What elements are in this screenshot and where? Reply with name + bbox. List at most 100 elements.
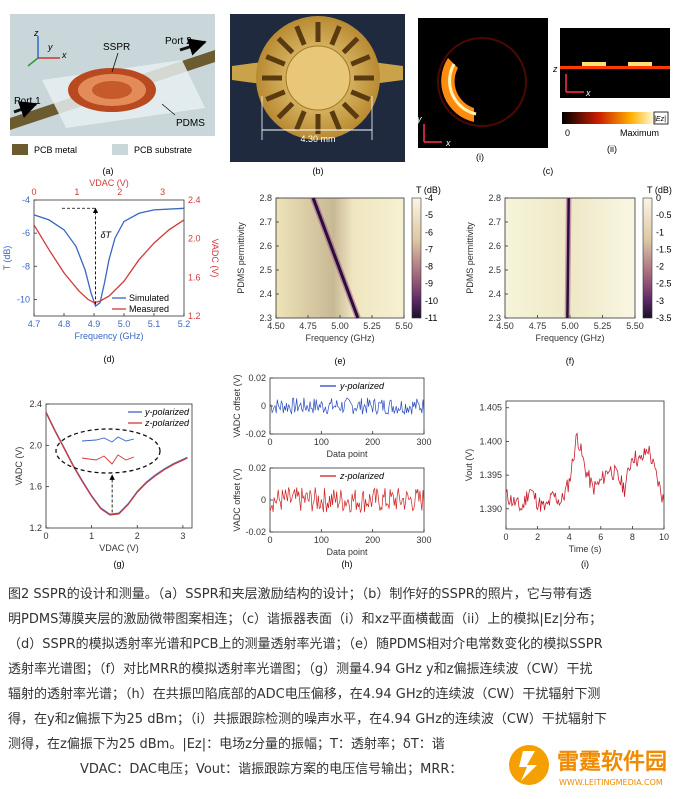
y-axis-label: T (dB) [2,246,12,271]
colorbar-title: T (dB) [647,185,672,195]
y-tick-label: 0.02 [248,373,266,383]
colorbar-tick-label: -3 [656,296,664,306]
port1-arrow [13,101,38,118]
chart-e: 4.50 4.75 5.00 5.25 5.50 2.8 2.7 2.6 2.5 2.4 2.3 Fr… [236,185,441,366]
x-tick-label: 4.50 [496,321,514,331]
x-tick-label: 5.1 [148,319,161,329]
y-axis-label: VADC offset (V) [232,374,242,437]
plot-frame [45,403,193,529]
resonance-line [311,197,360,319]
x-tick-label: 4.7 [28,319,41,329]
caption-line: 测得，在z偏振下为25 dBm。|Ez|：电场z分量的振幅；T：透射率；δT：谐 [8,737,445,752]
c-colorbar-title: |Ez| [654,116,666,123]
legend-label-simulated: Simulated [129,293,169,303]
colorbar-tick-label: -1.5 [656,244,672,254]
panel-d-label: (d) [104,354,115,364]
panel-c: y x (i) z x |Ez| 0 Maximum (ii) (c) [416,18,670,176]
sspr-spoke [341,101,360,120]
caption-line: 图2 SSPR的设计和测量。（a）SSPR和夹层激励结构的设计；（b）制作好的S… [8,587,592,602]
watermark: 雷霆软件园 WWW.LEITINGMEDIA.COM [505,735,695,795]
sspr-spoke [265,54,286,67]
chart-g: 0 1 2 3 2.4 2.0 1.6 1.2 VDAC (V) VADC (V) y-polari… [14,399,193,569]
x-axis-label: Data point [326,547,368,557]
top-x-tick-label: 3 [160,187,165,197]
series-simulated [33,207,185,308]
ez-crosssection-map [560,28,670,98]
legend-label-measured: Measured [129,304,169,314]
heatmap-field [276,198,404,318]
colorbar-tick-label: -7 [425,244,433,254]
figure-caption: 图2 SSPR的设计和测量。（a）SSPR和夹层激励结构的设计；（b）制作好的S… [8,582,668,782]
x-tick-label: 100 [314,437,329,447]
y-tick-label: -6 [22,228,30,238]
right-y-tick-label: 1.6 [188,272,201,282]
x-tick-label: 6 [598,532,603,542]
dimension-label: 4.30 mm [300,134,335,144]
y-tick-label: 2.0 [29,440,42,450]
colorbar-tick-label: -9 [425,279,433,289]
sspr-spokes [262,22,374,134]
plot-frame [33,199,185,317]
zoom-trace-y [81,436,135,443]
caption-line: VDAC：DAC电压；Vout：谐振跟踪方案的电压信号输出；MRR： [80,762,463,777]
x-tick-label: 4.9 [88,319,101,329]
c-axis-x-ii: x [585,88,591,98]
x-tick-label: 4.75 [299,321,317,331]
legend-label-y-polarized: y-polarized [339,381,385,391]
x-tick-label: 5.2 [178,319,191,329]
y-tick-label: -8 [22,261,30,271]
noise-trace-z-polarized [269,486,425,514]
y-tick-label: 2.6 [488,241,501,251]
colorbar-tick-label: -0.5 [656,210,672,220]
delta-t-label: δT [101,230,113,240]
sspr-spoke [341,36,360,55]
series-z-polarized [45,412,188,516]
x-tick-label: 200 [365,437,380,447]
series-measured [33,219,185,304]
caption-line: 透射率光谱图；（f）对比MRR的模拟透射率光谱图；（g）测量4.94 GHz y… [8,662,593,677]
sspr-spoke [276,101,295,120]
colorbar-tick-label: -2.5 [656,279,672,289]
y-tick-label: 1.400 [479,436,502,446]
y-axis-label: PDMS permittivity [465,222,475,294]
legend-metal: PCB metal [34,145,77,155]
x-tick-label: 1 [89,531,94,541]
x-axis-label: Data point [326,449,368,459]
x-tick-label: 4.50 [267,321,285,331]
chart-f: 4.50 4.75 5.00 5.25 5.50 2.8 2.7 2.6 2.5 2.4 2.3 Fr… [465,185,672,366]
panel-g-label: (g) [114,559,125,569]
y-tick-label: -0.02 [245,527,266,537]
resonance-line [566,197,570,319]
panel-h-label: (h) [342,559,353,569]
x-tick-label: 5.0 [118,319,131,329]
caption-line: 辐射的透射率光谱；（h）在共振凹陷底部的ADC电压偏移，在4.94 GHz的连续… [8,687,601,702]
sspr-spoke [294,25,307,46]
chart-d: 4.7 4.8 4.9 5.0 5.1 5.2 -4 -6 -8 -10 Frequency (GH… [2,178,220,364]
y-tick-label: 2.5 [259,265,272,275]
y-tick-label: 1.405 [479,403,502,413]
pdms-callout: PDMS [176,118,205,129]
y-tick-label: -0.02 [245,429,266,439]
x-tick-label: 5.25 [594,321,612,331]
x-tick-label: 300 [416,535,431,545]
y-tick-label: 1.390 [479,504,502,514]
panel-f-label: (f) [566,356,575,366]
y-tick-label: 0 [261,401,266,411]
sspr-spoke [329,110,342,131]
x-tick-label: 200 [365,535,380,545]
zoom-trace-z [81,454,135,465]
panel-e-label: (e) [335,356,346,366]
y-tick-label: 0.02 [248,463,266,473]
caption-line: 明PDMS薄膜夹层的激励微带图案相连；（c）谐振器表面（i）和xz平面横截面（i… [8,612,603,627]
y-tick-label: 0 [261,495,266,505]
sspr-spoke [294,110,307,131]
colorbar-tick-label: 0 [656,193,661,203]
panel-i-label: (i) [581,559,589,569]
x-tick-label: 5.25 [363,321,381,331]
colorbar-tick-label: -4 [425,193,433,203]
port2-arrow [179,38,207,56]
x-tick-label: 0 [503,532,508,542]
x-tick-label: 8 [630,532,635,542]
